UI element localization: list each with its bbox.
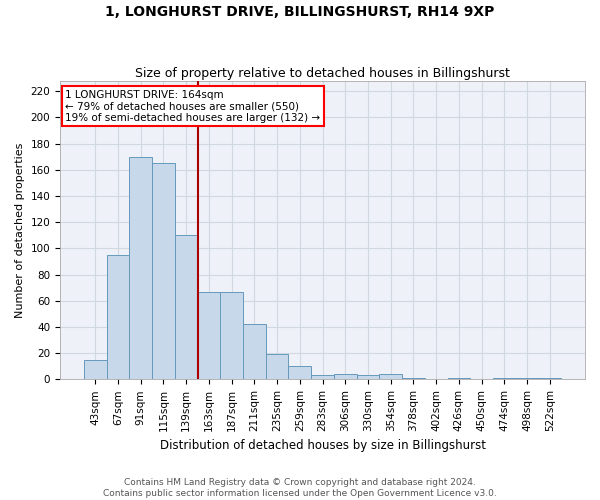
Bar xyxy=(356,376,379,380)
Bar xyxy=(266,354,289,380)
Bar xyxy=(84,360,107,380)
Y-axis label: Number of detached properties: Number of detached properties xyxy=(15,142,25,318)
Bar xyxy=(197,292,220,380)
Bar xyxy=(243,324,266,380)
Text: 1 LONGHURST DRIVE: 164sqm
← 79% of detached houses are smaller (550)
19% of semi: 1 LONGHURST DRIVE: 164sqm ← 79% of detac… xyxy=(65,90,320,123)
Bar xyxy=(402,378,425,380)
Bar xyxy=(107,255,130,380)
Bar xyxy=(379,374,402,380)
Bar xyxy=(220,292,243,380)
Bar xyxy=(515,378,538,380)
Text: Contains HM Land Registry data © Crown copyright and database right 2024.
Contai: Contains HM Land Registry data © Crown c… xyxy=(103,478,497,498)
Bar xyxy=(538,378,561,380)
X-axis label: Distribution of detached houses by size in Billingshurst: Distribution of detached houses by size … xyxy=(160,440,485,452)
Title: Size of property relative to detached houses in Billingshurst: Size of property relative to detached ho… xyxy=(135,66,510,80)
Bar xyxy=(493,378,515,380)
Bar xyxy=(152,163,175,380)
Bar xyxy=(334,374,356,380)
Bar xyxy=(175,235,197,380)
Bar xyxy=(130,156,152,380)
Bar xyxy=(448,378,470,380)
Text: 1, LONGHURST DRIVE, BILLINGSHURST, RH14 9XP: 1, LONGHURST DRIVE, BILLINGSHURST, RH14 … xyxy=(106,5,494,19)
Bar xyxy=(289,366,311,380)
Bar xyxy=(311,376,334,380)
